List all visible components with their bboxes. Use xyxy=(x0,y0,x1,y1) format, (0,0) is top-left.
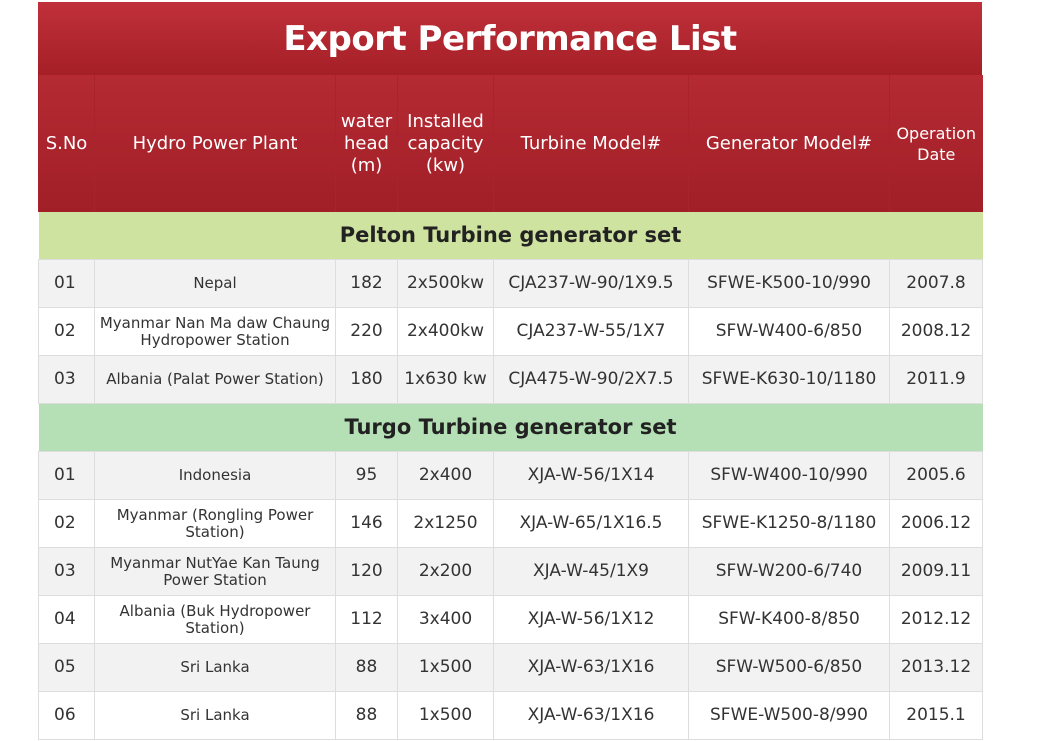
cell-plant: Indonesia xyxy=(94,451,336,500)
performance-table: S.No Hydro Power Plant water head (m) In… xyxy=(38,75,983,740)
cell-generator-model: SFWE-K1250-8/1180 xyxy=(688,499,890,548)
table-row: 05 Sri Lanka 88 1x500 XJA-W-63/1X16 SFW-W500-… xyxy=(38,643,983,692)
cell-operation-date: 2011.9 xyxy=(889,355,983,404)
cell-sno: 05 xyxy=(38,643,95,692)
table-row: 01 Indonesia 95 2x400 XJA-W-56/1X14 SFW-W400-… xyxy=(38,451,983,500)
cell-capacity: 1x630 kw xyxy=(397,355,494,404)
cell-turbine-model: CJA237-W-55/1X7 xyxy=(493,307,689,356)
header-plant: Hydro Power Plant xyxy=(94,75,336,212)
cell-water-head: 182 xyxy=(335,259,398,308)
header-operation-date: Operation Date xyxy=(889,75,983,212)
cell-operation-date: 2015.1 xyxy=(889,691,983,740)
cell-sno: 01 xyxy=(38,451,95,500)
header-water-head: water head (m) xyxy=(335,75,398,212)
cell-turbine-model: CJA237-W-90/1X9.5 xyxy=(493,259,689,308)
section-header: Pelton Turbine generator set xyxy=(38,212,983,260)
cell-generator-model: SFW-W400-10/990 xyxy=(688,451,890,500)
section-title: Pelton Turbine generator set xyxy=(38,212,983,260)
cell-generator-model: SFW-W500-6/850 xyxy=(688,643,890,692)
cell-sno: 01 xyxy=(38,259,95,308)
header-row: S.No Hydro Power Plant water head (m) In… xyxy=(38,75,983,212)
table-row: 04 Albania (Buk Hydropower Station) 112 3x4… xyxy=(38,595,983,644)
cell-capacity: 1x500 xyxy=(397,643,494,692)
cell-generator-model: SFWE-K500-10/990 xyxy=(688,259,890,308)
section-title: Turgo Turbine generator set xyxy=(38,403,983,452)
cell-plant: Myanmar (Rongling Power Station) xyxy=(94,499,336,548)
cell-water-head: 95 xyxy=(335,451,398,500)
section-header: Turgo Turbine generator set xyxy=(38,403,983,452)
header-turbine-model: Turbine Model# xyxy=(493,75,689,212)
cell-operation-date: 2007.8 xyxy=(889,259,983,308)
cell-operation-date: 2013.12 xyxy=(889,643,983,692)
cell-sno: 02 xyxy=(38,307,95,356)
cell-turbine-model: XJA-W-63/1X16 xyxy=(493,643,689,692)
cell-capacity: 2x1250 xyxy=(397,499,494,548)
cell-plant: Sri Lanka xyxy=(94,691,336,740)
cell-sno: 04 xyxy=(38,595,95,644)
table-row: 01 Nepal 182 2x500kw CJA237-W-90/1X9.5 SFWE-K… xyxy=(38,259,983,308)
cell-plant: Albania (Buk Hydropower Station) xyxy=(94,595,336,644)
cell-operation-date: 2009.11 xyxy=(889,547,983,596)
table-row: 06 Sri Lanka 88 1x500 XJA-W-63/1X16 SFWE-W500… xyxy=(38,691,983,740)
cell-generator-model: SFW-K400-8/850 xyxy=(688,595,890,644)
export-performance-table-container: Export Performance List S.No Hydro Power… xyxy=(38,2,983,740)
header-generator-model: Generator Model# xyxy=(688,75,890,212)
cell-generator-model: SFWE-K630-10/1180 xyxy=(688,355,890,404)
cell-generator-model: SFWE-W500-8/990 xyxy=(688,691,890,740)
cell-capacity: 1x500 xyxy=(397,691,494,740)
cell-water-head: 112 xyxy=(335,595,398,644)
page-title: Export Performance List xyxy=(38,2,982,75)
table-row: 03 Albania (Palat Power Station) 180 1x630 … xyxy=(38,355,983,404)
cell-water-head: 120 xyxy=(335,547,398,596)
cell-capacity: 2x200 xyxy=(397,547,494,596)
table-row: 02 Myanmar Nan Ma daw Chaung Hydropower S… xyxy=(38,307,983,356)
cell-operation-date: 2012.12 xyxy=(889,595,983,644)
cell-water-head: 220 xyxy=(335,307,398,356)
header-sno: S.No xyxy=(38,75,95,212)
cell-plant: Myanmar NutYae Kan Taung Power Station xyxy=(94,547,336,596)
cell-sno: 03 xyxy=(38,547,95,596)
cell-turbine-model: XJA-W-63/1X16 xyxy=(493,691,689,740)
cell-plant: Albania (Palat Power Station) xyxy=(94,355,336,404)
cell-water-head: 88 xyxy=(335,643,398,692)
cell-generator-model: SFW-W400-6/850 xyxy=(688,307,890,356)
cell-capacity: 3x400 xyxy=(397,595,494,644)
cell-water-head: 146 xyxy=(335,499,398,548)
cell-water-head: 180 xyxy=(335,355,398,404)
cell-turbine-model: XJA-W-56/1X14 xyxy=(493,451,689,500)
cell-operation-date: 2006.12 xyxy=(889,499,983,548)
cell-capacity: 2x400 xyxy=(397,451,494,500)
cell-generator-model: SFW-W200-6/740 xyxy=(688,547,890,596)
cell-plant: Myanmar Nan Ma daw Chaung Hydropower Sta… xyxy=(94,307,336,356)
table-row: 02 Myanmar (Rongling Power Station) 146 2x1… xyxy=(38,499,983,548)
cell-operation-date: 2008.12 xyxy=(889,307,983,356)
cell-capacity: 2x400kw xyxy=(397,307,494,356)
cell-plant: Nepal xyxy=(94,259,336,308)
cell-turbine-model: XJA-W-56/1X12 xyxy=(493,595,689,644)
cell-operation-date: 2005.6 xyxy=(889,451,983,500)
cell-sno: 03 xyxy=(38,355,95,404)
cell-water-head: 88 xyxy=(335,691,398,740)
cell-turbine-model: XJA-W-65/1X16.5 xyxy=(493,499,689,548)
cell-turbine-model: CJA475-W-90/2X7.5 xyxy=(493,355,689,404)
cell-plant: Sri Lanka xyxy=(94,643,336,692)
cell-capacity: 2x500kw xyxy=(397,259,494,308)
header-capacity: Installed capacity (kw) xyxy=(397,75,494,212)
table-row: 03 Myanmar NutYae Kan Taung Power Station… xyxy=(38,547,983,596)
cell-sno: 06 xyxy=(38,691,95,740)
cell-turbine-model: XJA-W-45/1X9 xyxy=(493,547,689,596)
cell-sno: 02 xyxy=(38,499,95,548)
